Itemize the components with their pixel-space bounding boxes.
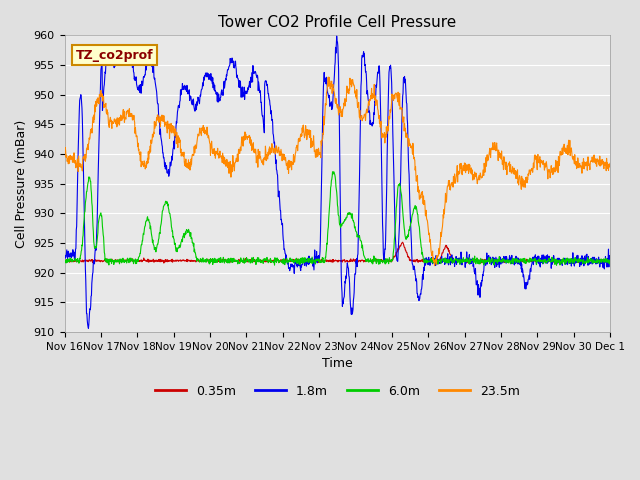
Title: Tower CO2 Profile Cell Pressure: Tower CO2 Profile Cell Pressure: [218, 15, 456, 30]
Text: TZ_co2prof: TZ_co2prof: [76, 48, 153, 62]
Y-axis label: Cell Pressure (mBar): Cell Pressure (mBar): [15, 120, 28, 248]
Legend: 0.35m, 1.8m, 6.0m, 23.5m: 0.35m, 1.8m, 6.0m, 23.5m: [150, 380, 525, 403]
X-axis label: Time: Time: [322, 357, 353, 370]
